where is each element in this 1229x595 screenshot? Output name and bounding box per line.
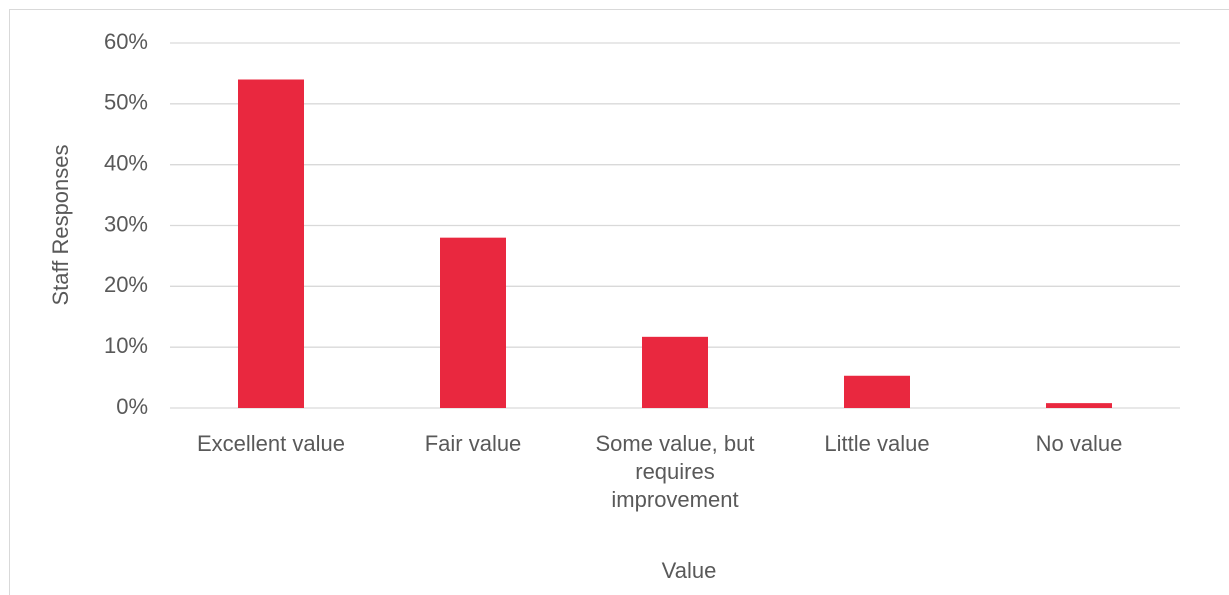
- y-tick-label: 40%: [104, 150, 148, 175]
- y-tick-label: 10%: [104, 333, 148, 358]
- bar: [238, 79, 304, 408]
- y-tick-label: 50%: [104, 90, 148, 115]
- bar: [1046, 403, 1112, 408]
- y-tick-label: 20%: [104, 272, 148, 297]
- y-axis-title: Staff Responses: [48, 144, 73, 305]
- x-tick-label: Excellent value: [197, 431, 345, 456]
- y-tick-label: 60%: [104, 29, 148, 54]
- x-axis-title: Value: [662, 558, 717, 583]
- x-tick-label: Little value: [824, 431, 930, 456]
- x-tick-label: Some value, but requires improvement: [595, 431, 755, 512]
- bar: [440, 237, 506, 408]
- y-tick-label: 0%: [116, 394, 148, 419]
- x-tick-label: Fair value: [424, 431, 522, 456]
- x-tick-label: No value: [1035, 431, 1123, 456]
- chart-frame: [9, 9, 1229, 595]
- y-tick-label: 30%: [104, 211, 148, 236]
- bar: [642, 336, 708, 408]
- bar: [844, 375, 910, 408]
